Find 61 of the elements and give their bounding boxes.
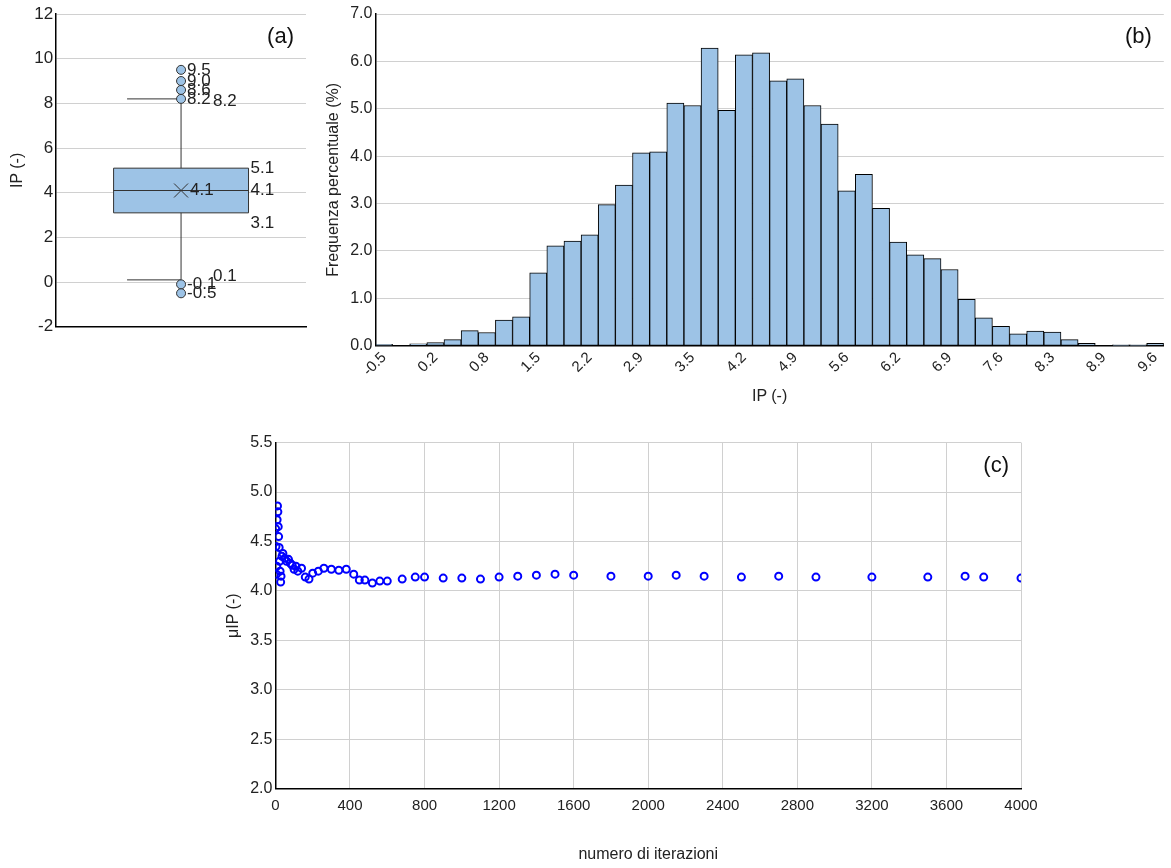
y-tick-label: 6.0 (350, 51, 373, 69)
x-tick-label: 0.8 (465, 348, 492, 375)
x-tick-label: 1600 (556, 795, 591, 813)
x-tick-label: 2.9 (619, 348, 647, 375)
y-tick-label: 3.5 (250, 630, 273, 648)
annotation: 5.1 (250, 157, 275, 177)
y-tick-label: 3.0 (350, 194, 373, 211)
x-tick-label: 1.5 (516, 348, 544, 375)
x-tick-label: 4000 (1004, 795, 1038, 813)
y-tick-label: 5.0 (250, 482, 273, 500)
x-tick-label: 800 (412, 795, 438, 813)
x-axis-title: IP (-) (751, 386, 788, 404)
x-tick-label: 9.6 (1133, 348, 1161, 375)
y-tick-label: 6 (43, 137, 54, 157)
y-tick-label: 1.0 (350, 288, 373, 306)
y-tick-label: 4 (43, 182, 54, 202)
annotation: 3.1 (250, 212, 275, 232)
y-tick-label: 8 (43, 93, 54, 113)
x-tick-label: 0.2 (413, 348, 441, 375)
annotation: (a) (267, 23, 294, 49)
y-tick-label: 3.0 (250, 680, 273, 698)
x-tick-label: 2400 (706, 795, 740, 813)
y-tick-label: 2.0 (250, 779, 273, 797)
x-tick-label: 6.9 (927, 348, 955, 375)
y-tick-label: 10 (34, 48, 54, 68)
y-tick-label: 0.0 (350, 336, 373, 354)
y-axis-title: Frequenza percentuale (%) (324, 82, 342, 277)
y-tick-label: 5.0 (350, 99, 373, 117)
y-tick-label: 12 (34, 3, 54, 23)
annotation: 4.1 (250, 180, 275, 200)
y-tick-label: 5.5 (250, 433, 273, 451)
x-tick-label: 4.2 (722, 348, 749, 375)
x-tick-label: 5.6 (825, 348, 852, 375)
y-tick-label: 4.0 (250, 581, 273, 599)
annotation: 8.2 (213, 90, 237, 110)
y-axis-title: IP (-) (8, 152, 26, 189)
x-tick-label: 400 (337, 795, 363, 813)
x-tick-label: 3.5 (670, 348, 698, 375)
x-tick-label: 6.2 (876, 348, 904, 375)
y-tick-label: 2 (43, 227, 54, 247)
y-tick-label: 2.5 (250, 729, 273, 747)
x-tick-label: 2000 (631, 795, 665, 813)
x-tick-label: 3600 (929, 795, 964, 813)
x-tick-label: 1200 (482, 795, 516, 813)
x-tick-label: 3200 (855, 795, 889, 813)
y-tick-label: -2 (37, 316, 54, 336)
x-tick-label: 2800 (780, 795, 815, 813)
x-tick-label: 8.9 (1082, 348, 1109, 375)
annotation: (b) (1124, 23, 1152, 49)
x-tick-label: 8.3 (1030, 348, 1058, 375)
y-axis-title: μIP (-) (224, 593, 242, 638)
y-tick-label: 7.0 (350, 4, 373, 22)
x-tick-label: 7.6 (979, 348, 1007, 375)
y-tick-label: 2.0 (350, 241, 373, 259)
y-tick-label: 0 (43, 271, 54, 291)
x-tick-label: 4.9 (773, 348, 801, 375)
y-tick-label: 4.5 (250, 531, 273, 549)
x-axis-title: numero di iterazioni (578, 844, 719, 862)
x-tick-label: 2.2 (567, 348, 595, 375)
y-tick-label: 4.0 (350, 146, 373, 164)
annotation: (c) (983, 451, 1009, 477)
